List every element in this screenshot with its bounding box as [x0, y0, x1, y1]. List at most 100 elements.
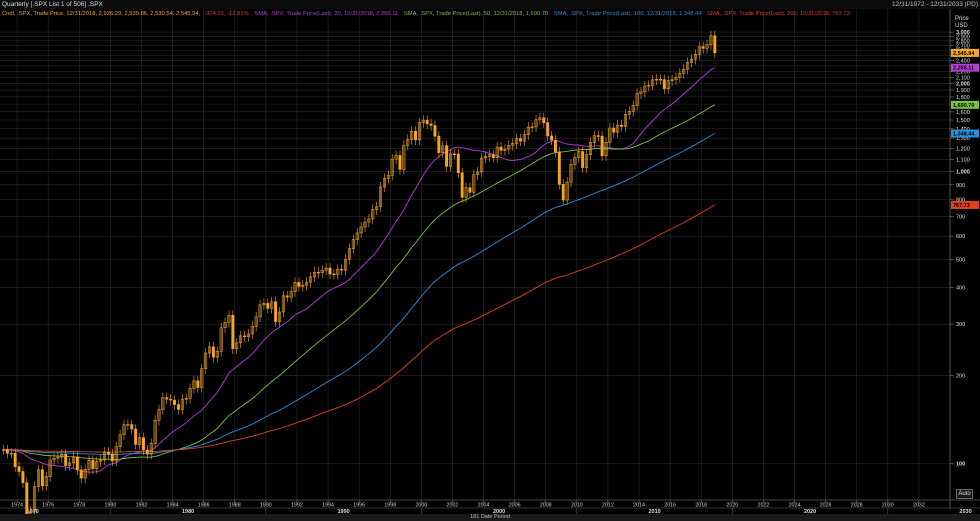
decade-label: 1980 [182, 509, 194, 515]
chart-title: Quarterly [.SPX List 1 of 506] .SPX [2, 1, 103, 8]
candle-body [274, 301, 278, 322]
candle-body [254, 316, 258, 327]
x-tick-label: 2010 [571, 503, 583, 509]
candle-body [5, 449, 9, 454]
candle-body [91, 460, 95, 469]
candle-body [713, 35, 717, 54]
period-bar[interactable]: 181 Date Period [0, 514, 980, 521]
candle-body [106, 451, 110, 455]
candle-body [141, 437, 145, 451]
y-tick-label: 1,500 [956, 118, 970, 124]
moving-averages [3, 67, 716, 473]
candle-body [355, 232, 359, 240]
candle-body [406, 139, 410, 146]
candle-body [585, 154, 589, 168]
candle-body [495, 146, 499, 158]
date-range: 12/31/1972 - 12/31/2033 (PD) [891, 1, 978, 8]
candle-body [433, 125, 437, 137]
candle-body [297, 282, 301, 287]
price-tag-box [951, 100, 979, 109]
candle-body [289, 291, 293, 298]
y-tick-label: 2,100 [956, 75, 970, 81]
y-tick-label: 400 [956, 286, 965, 292]
candle-body [701, 46, 705, 49]
candle-body [553, 139, 557, 153]
legend: Cndl, .SPX, Trade Price, 12/31/2018, 2,9… [2, 10, 854, 18]
candle-body [231, 314, 235, 350]
candle-body [565, 181, 569, 201]
candle-body [200, 368, 204, 388]
sma-line-200 [3, 204, 716, 453]
y-tick-label: 2,400 [956, 58, 970, 64]
x-tick-label: 2022 [758, 503, 770, 509]
candle-body [620, 124, 624, 127]
candle-body [278, 311, 281, 322]
candle-body [37, 469, 40, 487]
y-tick-label: 1,100 [956, 157, 970, 163]
candle-body [169, 398, 173, 401]
candle-body [538, 117, 542, 121]
y-tick-label: 2,900 [956, 34, 970, 40]
candle-body [332, 273, 336, 276]
plot-area[interactable] [0, 9, 950, 509]
x-tick-label: 2032 [913, 503, 925, 509]
candle-body [56, 456, 60, 459]
candle-body [631, 105, 635, 112]
price-tag-box [951, 63, 979, 72]
legend-sma200: SMA, .SPX, Trade Price(Last), 200, 12/31… [707, 11, 850, 17]
candle-body [542, 117, 546, 124]
x-tick-label: 1988 [229, 503, 241, 509]
price-tag-label: 1,348.44 [953, 132, 975, 138]
candle-body [519, 138, 522, 142]
candle-body [320, 269, 324, 273]
candle-body [623, 113, 627, 127]
x-tick-label: 1978 [73, 503, 85, 509]
candle-body [25, 482, 29, 521]
candle-body [480, 157, 484, 173]
title-bar: Quarterly [.SPX List 1 of 506] .SPX 12/3… [0, 0, 980, 9]
price-tags: 2,545.94 2,266.11 1,690.70 1,348.44 767.73 [951, 48, 979, 209]
y-axis-title: Price USD [955, 16, 969, 30]
candle-body [359, 226, 363, 234]
candle-body [227, 314, 231, 323]
candle-body [569, 164, 573, 183]
candle-body [557, 151, 561, 185]
candle-body [75, 456, 79, 471]
candle-body [235, 342, 239, 350]
candle-body [68, 462, 72, 466]
price-tag-box [951, 129, 979, 138]
candle-body [153, 419, 157, 444]
candle-body [95, 461, 99, 469]
candle-body [157, 409, 161, 421]
candle-body [40, 469, 44, 487]
y-tick-label: 1,200 [956, 146, 970, 152]
auto-scale-button[interactable]: Auto [956, 489, 973, 499]
y-tick-label: 900 [956, 183, 965, 189]
candle-body [87, 460, 91, 470]
candle-body [52, 457, 56, 461]
x-tick-label: 1974 [11, 503, 23, 509]
x-tick-label: 1992 [291, 503, 303, 509]
x-tick-label: 2030 [882, 503, 894, 509]
candle-body [410, 130, 414, 140]
candle-body [270, 301, 274, 309]
candle-body [165, 397, 169, 400]
candle-body [161, 397, 165, 410]
price-tag-box [951, 200, 979, 209]
y-axis: 3,0002,9002,8002,7002,6002,5002,4002,300… [949, 9, 970, 509]
y-tick-label: 600 [956, 234, 965, 240]
grid-lines [0, 9, 950, 500]
candle-body [44, 476, 48, 487]
x-tick-label: 1998 [384, 503, 396, 509]
candle-body [655, 78, 658, 81]
candle-body [79, 469, 83, 479]
y-tick-label: 1,600 [956, 110, 970, 116]
x-tick-label: 2012 [602, 503, 614, 509]
candle-body [379, 186, 383, 208]
candle-body [328, 267, 332, 275]
candle-body [705, 44, 709, 49]
candle-body [149, 443, 153, 455]
candle-body [64, 454, 68, 466]
candle-body [48, 459, 52, 477]
